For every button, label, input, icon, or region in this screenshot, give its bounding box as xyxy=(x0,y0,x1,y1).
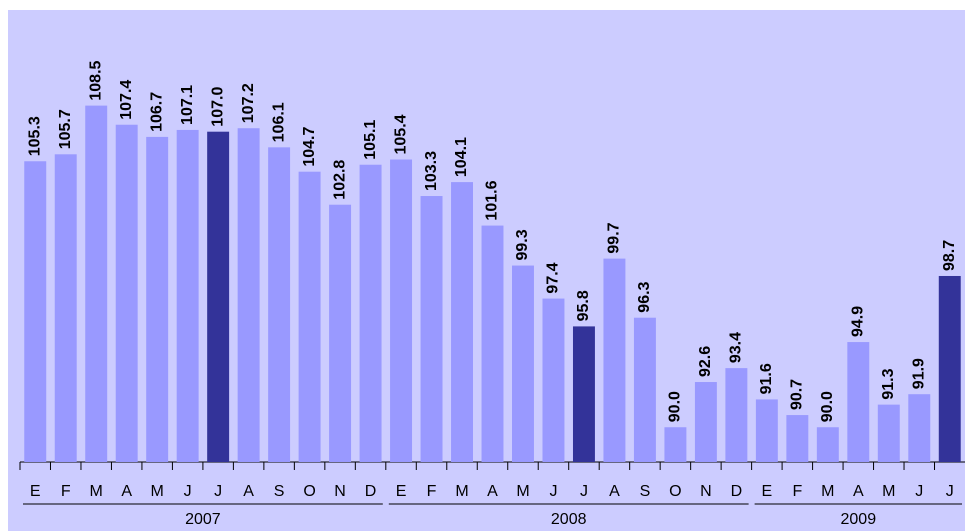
x-tick-label: N xyxy=(334,483,346,500)
bar xyxy=(420,196,443,462)
value-label: 90.0 xyxy=(819,391,836,422)
bar xyxy=(877,404,900,462)
value-label: 99.7 xyxy=(606,222,623,253)
bar xyxy=(664,427,687,462)
bar xyxy=(694,382,717,462)
x-tick-label: J xyxy=(184,483,192,500)
bar xyxy=(816,427,839,462)
bar xyxy=(329,204,352,462)
value-label: 92.6 xyxy=(697,346,714,377)
value-label: 107.1 xyxy=(179,85,196,125)
value-label: 105.1 xyxy=(362,120,379,160)
group-label: 2007 xyxy=(185,511,221,528)
value-label: 91.3 xyxy=(880,368,897,399)
bar xyxy=(542,298,565,462)
group-label: 2008 xyxy=(551,511,587,528)
value-label: 105.7 xyxy=(57,109,74,149)
bar xyxy=(359,164,382,462)
bar xyxy=(786,415,809,462)
value-label: 107.2 xyxy=(240,83,257,123)
x-tick-label: M xyxy=(882,483,895,500)
value-label: 104.7 xyxy=(301,127,318,167)
bar xyxy=(847,342,870,462)
x-tick-label: D xyxy=(731,483,743,500)
bar xyxy=(451,182,473,462)
value-label: 90.7 xyxy=(789,379,806,410)
bar xyxy=(54,154,77,463)
value-label: 106.1 xyxy=(270,102,287,142)
bar xyxy=(115,124,138,462)
x-tick-label: E xyxy=(396,483,407,500)
x-tick-label: J xyxy=(946,483,954,500)
value-label: 94.9 xyxy=(850,306,867,337)
bar xyxy=(207,131,230,462)
value-label: 97.4 xyxy=(545,262,562,293)
x-tick-label: D xyxy=(365,483,377,500)
bar xyxy=(938,275,961,462)
bar xyxy=(481,225,504,462)
x-tick-label: M xyxy=(821,483,834,500)
x-tick-label: M xyxy=(516,483,529,500)
bar xyxy=(725,368,748,462)
bar xyxy=(176,129,199,462)
bar xyxy=(268,147,291,463)
x-tick-label: J xyxy=(549,483,557,500)
value-label: 98.7 xyxy=(941,240,958,271)
x-tick-label: O xyxy=(669,483,681,500)
x-tick-label: M xyxy=(151,483,164,500)
x-tick-label: E xyxy=(762,483,773,500)
bar xyxy=(633,317,656,462)
bar xyxy=(390,159,413,462)
bar xyxy=(512,265,534,462)
bar xyxy=(572,326,595,462)
bar xyxy=(237,128,260,462)
bar xyxy=(85,105,108,462)
x-tick-label: J xyxy=(214,483,222,500)
x-tick-label: S xyxy=(640,483,651,500)
value-label: 106.7 xyxy=(148,92,165,132)
x-tick-label: M xyxy=(455,483,468,500)
x-tick-label: F xyxy=(427,483,437,500)
value-label: 95.8 xyxy=(575,290,592,321)
value-label: 107.0 xyxy=(209,87,226,127)
bar xyxy=(603,258,626,462)
value-label: 96.3 xyxy=(636,281,653,312)
x-tick-label: F xyxy=(61,483,71,500)
value-label: 105.4 xyxy=(392,114,409,154)
x-tick-label: A xyxy=(853,483,864,500)
value-label: 101.6 xyxy=(484,180,501,220)
value-label: 99.3 xyxy=(514,229,531,260)
value-label: 91.9 xyxy=(910,358,927,389)
value-label: 93.4 xyxy=(728,332,745,363)
value-label: 103.3 xyxy=(423,151,440,191)
x-tick-label: J xyxy=(915,483,923,500)
value-label: 105.3 xyxy=(26,116,43,156)
bar xyxy=(755,399,778,462)
bar xyxy=(908,394,931,462)
bar xyxy=(24,161,47,462)
x-tick-label: A xyxy=(243,483,254,500)
x-tick-label: O xyxy=(303,483,315,500)
value-label: 104.1 xyxy=(453,137,470,177)
x-tick-label: A xyxy=(121,483,132,500)
x-tick-label: E xyxy=(30,483,41,500)
x-tick-label: S xyxy=(274,483,285,500)
value-label: 91.6 xyxy=(758,363,775,394)
x-tick-label: A xyxy=(609,483,620,500)
x-tick-label: F xyxy=(792,483,802,500)
bar xyxy=(298,171,321,462)
value-label: 102.8 xyxy=(331,160,348,200)
x-tick-label: A xyxy=(487,483,498,500)
value-label: 108.5 xyxy=(87,60,104,100)
x-tick-label: J xyxy=(580,483,588,500)
value-label: 90.0 xyxy=(667,391,684,422)
group-label: 2009 xyxy=(841,511,877,528)
x-tick-label: M xyxy=(90,483,103,500)
x-tick-label: N xyxy=(700,483,712,500)
bar xyxy=(146,136,169,462)
value-label: 107.4 xyxy=(118,80,135,120)
